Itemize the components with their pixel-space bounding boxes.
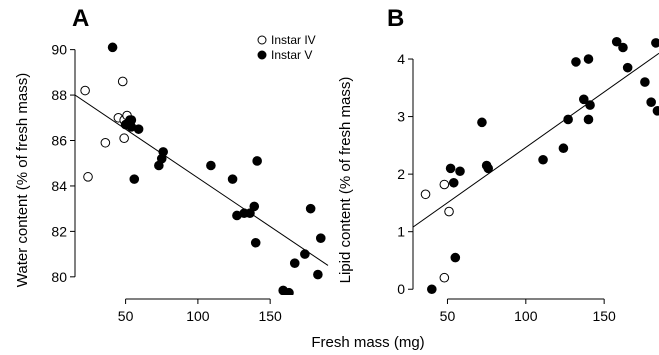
panel-b-instar-v-point — [618, 42, 628, 53]
panel-a-instar-v-point — [129, 174, 140, 184]
panel-b-x-tick-label: 100 — [514, 308, 538, 324]
panel-b-y-tick-label: 1 — [397, 224, 405, 240]
panel-a-x-tick-label: 50 — [118, 308, 134, 324]
legend-marker-instar-v — [257, 50, 267, 60]
panel-b-instar-iv-point — [420, 189, 431, 200]
panel-b-instar-iv-point — [439, 179, 450, 190]
panel-b-regression-line — [413, 52, 659, 228]
panel-a-instar-iv-point — [83, 172, 93, 182]
panel-b-y-tick-label: 3 — [397, 109, 405, 125]
panel-a-y-tick-label: 84 — [51, 178, 67, 194]
panel-a-instar-v-point — [107, 42, 118, 53]
x-axis-title: Fresh mass (mg) — [311, 334, 424, 351]
panel-b-plot-area — [413, 36, 659, 295]
panel-b-instar-v-point — [640, 77, 650, 87]
panel-b-instar-v-point — [483, 163, 494, 174]
panel-b-y-tick-label: 0 — [397, 281, 405, 297]
panel-b-instar-v-point — [450, 252, 461, 263]
panel-a-x-tick-label: 100 — [186, 308, 210, 324]
panel-a-instar-v-point — [300, 249, 310, 259]
panel-b-instar-v-point — [558, 143, 569, 154]
panel-b-instar-v-point — [571, 57, 581, 67]
panel-b-instar-v-point — [622, 62, 633, 73]
panel-b-instar-iv-point — [439, 272, 450, 283]
panel-a-instar-v-point — [252, 156, 262, 166]
panel-a-y-tick-label: 88 — [51, 87, 67, 103]
panel-b-x-tick-label: 50 — [440, 308, 456, 324]
panel-a-instar-v-point — [305, 203, 316, 214]
panel-b-y-tick-label: 2 — [397, 166, 405, 182]
panel-b: B 0 1 2 3 4 50 100 150 — [387, 5, 659, 324]
panel-b-letter: B — [387, 5, 404, 32]
panel-a-instar-v-point — [250, 237, 261, 248]
panel-a-instar-iv-point — [80, 85, 90, 96]
panel-a-instar-v-point — [249, 201, 260, 212]
panel-b-instar-iv-point — [444, 206, 454, 217]
panel-b-x-tick-label: 150 — [592, 308, 616, 324]
panel-b-instar-v-point — [583, 114, 594, 125]
panel-b-instar-v-point — [652, 106, 659, 116]
legend-label-instar-v: Instar V — [271, 48, 312, 62]
panel-b-instar-v-point — [455, 166, 465, 177]
panel-a-instar-iv-point — [119, 133, 129, 144]
panel-a-instar-v-point — [245, 208, 255, 219]
panel-a-instar-v-point — [227, 174, 238, 184]
panel-a-y-tick-label: 82 — [51, 223, 67, 239]
legend-label-instar-iv: Instar IV — [271, 33, 316, 47]
panel-a-instar-iv-point — [100, 137, 111, 148]
panel-b-instar-v-point — [646, 97, 656, 107]
panel-b-instar-v-point — [578, 94, 589, 105]
panel-a-instar-v-point — [284, 287, 294, 295]
panel-a-y-tick-label: 86 — [51, 133, 67, 149]
panel-a-letter: A — [72, 5, 89, 32]
panel-a-instar-iv-point — [117, 76, 128, 87]
panel-b-instar-v-point — [445, 163, 456, 174]
panel-b-y-axis-title: Lipid content (% of fresh mass) — [337, 77, 354, 284]
panel-a-x-tick-label: 150 — [258, 308, 282, 324]
panel-b-instar-v-point — [651, 38, 659, 48]
panel-b-instar-v-point — [538, 154, 548, 165]
panel-b-instar-v-point — [448, 177, 459, 188]
panel-a-instar-v-point — [206, 160, 216, 171]
panel-b-instar-v-point — [477, 117, 487, 128]
panel-a-y-tick-label: 90 — [51, 42, 67, 58]
panel-a-instar-v-point — [313, 269, 323, 280]
panel-a-regression-line — [75, 94, 329, 266]
legend-marker-instar-iv — [257, 35, 267, 45]
panel-a-y-axis-title: Water content (% of fresh mass) — [14, 73, 31, 288]
panel-b-instar-v-point — [427, 284, 437, 295]
panel-b-instar-v-point — [611, 36, 622, 47]
panel-a-plot-area — [75, 42, 329, 295]
panel-a-instar-v-point — [315, 233, 326, 244]
panel-b-instar-v-point — [583, 54, 594, 64]
panel-a-instar-v-point — [133, 124, 144, 134]
panel-a-y-tick-label: 80 — [51, 269, 67, 285]
panel-b-instar-v-point — [585, 100, 595, 110]
panel-a-instar-v-point — [158, 147, 168, 157]
panel-b-y-tick-label: 4 — [397, 51, 405, 67]
panel-a-instar-v-point — [289, 258, 300, 268]
panel-b-instar-v-point — [563, 114, 573, 125]
